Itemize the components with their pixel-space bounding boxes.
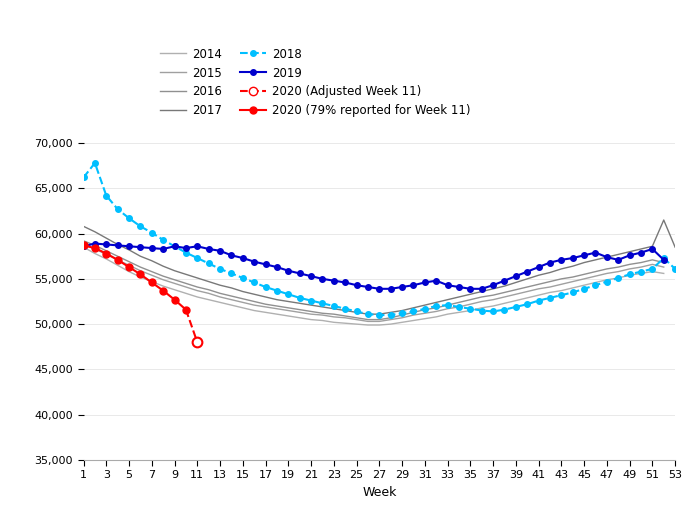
Legend: 2014, 2015, 2016, 2017, 2018, 2019, 2020 (Adjusted Week 11), 2020 (79% reported : 2014, 2015, 2016, 2017, 2018, 2019, 2020… <box>160 48 470 118</box>
X-axis label: Week: Week <box>362 486 397 499</box>
